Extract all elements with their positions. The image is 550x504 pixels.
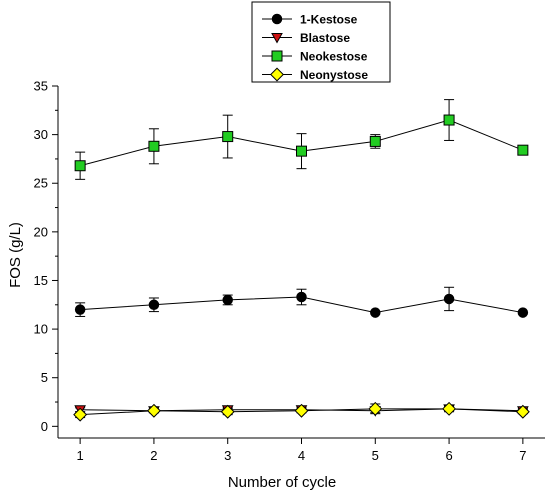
x-tick-label: 3 [224,448,231,463]
series-neokestose [74,99,529,180]
legend: 1-Kestose Blastose Neokestose Neonystose [251,1,391,83]
y-tick-label: 30 [34,127,48,142]
data-point [148,299,160,311]
data-point [370,307,381,318]
data-point [368,401,383,416]
legend-label: Neonystose [300,68,368,82]
legend-marker [271,13,283,25]
data-point [442,401,457,416]
legend-label: Blastose [300,31,350,45]
data-point [296,145,307,157]
legend-label: Neokestose [300,50,368,64]
x-axis-title: Number of cycle [228,474,336,491]
series-1-kestose [74,286,529,318]
y-tick-label: 0 [41,419,48,434]
data-point [222,294,233,306]
x-tick-label: 5 [372,448,379,463]
y-tick-label: 10 [34,322,48,337]
legend-marker [270,67,284,82]
y-tick-label: 20 [34,224,48,239]
data-point [74,304,86,315]
data-point [517,144,529,156]
x-tick-label: 6 [445,448,452,463]
x-tick-label: 1 [77,448,84,463]
x-tick-label: 4 [298,448,305,463]
data-point [296,291,307,303]
y-tick-label: 35 [34,79,48,94]
data-point [146,403,161,418]
data-point [517,307,529,318]
data-point [294,403,309,418]
y-axis-title: FOS (g/L) [7,222,24,288]
y-tick-label: 15 [34,273,48,288]
y-ticks: 0 5 10 15 20 25 30 35 [34,79,58,434]
data-point [148,140,160,152]
x-ticks: 1 2 3 4 5 6 7 [77,438,526,463]
legend-marker [271,50,283,62]
data-point [515,404,530,419]
x-tick-label: 2 [150,448,157,463]
y-tick-label: 5 [41,370,48,385]
data-point [443,293,455,305]
y-tick-label: 25 [34,176,48,191]
series-layer [73,99,530,422]
x-tick-label: 7 [519,448,526,463]
legend-marker [271,33,283,44]
data-point [443,114,455,126]
data-point [222,131,234,143]
data-point [220,404,235,419]
data-point [73,407,88,422]
legend-label: 1-Kestose [300,13,358,27]
data-point [369,135,381,147]
series-neonystose [73,401,530,422]
data-point [74,160,86,172]
